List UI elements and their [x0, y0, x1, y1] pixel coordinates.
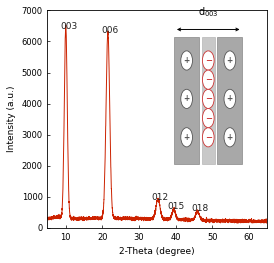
- Circle shape: [224, 51, 236, 70]
- Text: −: −: [205, 94, 212, 103]
- Circle shape: [202, 51, 214, 70]
- Text: 003: 003: [60, 22, 78, 31]
- Circle shape: [181, 128, 193, 147]
- Circle shape: [181, 51, 193, 70]
- Text: −: −: [205, 114, 212, 123]
- Text: 012: 012: [152, 193, 169, 202]
- Text: 018: 018: [191, 204, 208, 213]
- Text: +: +: [184, 133, 190, 142]
- Circle shape: [202, 108, 214, 128]
- Text: −: −: [205, 75, 212, 84]
- Text: −: −: [205, 133, 212, 142]
- X-axis label: 2-Theta (degree): 2-Theta (degree): [119, 247, 195, 256]
- Circle shape: [202, 128, 214, 147]
- Text: +: +: [227, 94, 233, 103]
- Circle shape: [202, 70, 214, 89]
- Circle shape: [202, 89, 214, 108]
- Bar: [217, 37, 242, 164]
- Bar: [174, 37, 199, 164]
- Text: 015: 015: [167, 202, 185, 211]
- Circle shape: [224, 128, 236, 147]
- Text: +: +: [184, 94, 190, 103]
- Circle shape: [181, 89, 193, 108]
- Circle shape: [224, 89, 236, 108]
- Text: +: +: [227, 56, 233, 65]
- Bar: [202, 37, 215, 164]
- Text: −: −: [205, 56, 212, 65]
- Text: +: +: [184, 56, 190, 65]
- Text: 006: 006: [102, 26, 119, 35]
- Text: $\mathregular{d}_{003}$: $\mathregular{d}_{003}$: [198, 5, 219, 19]
- Y-axis label: Intensity (a.u.): Intensity (a.u.): [7, 86, 16, 152]
- Text: +: +: [227, 133, 233, 142]
